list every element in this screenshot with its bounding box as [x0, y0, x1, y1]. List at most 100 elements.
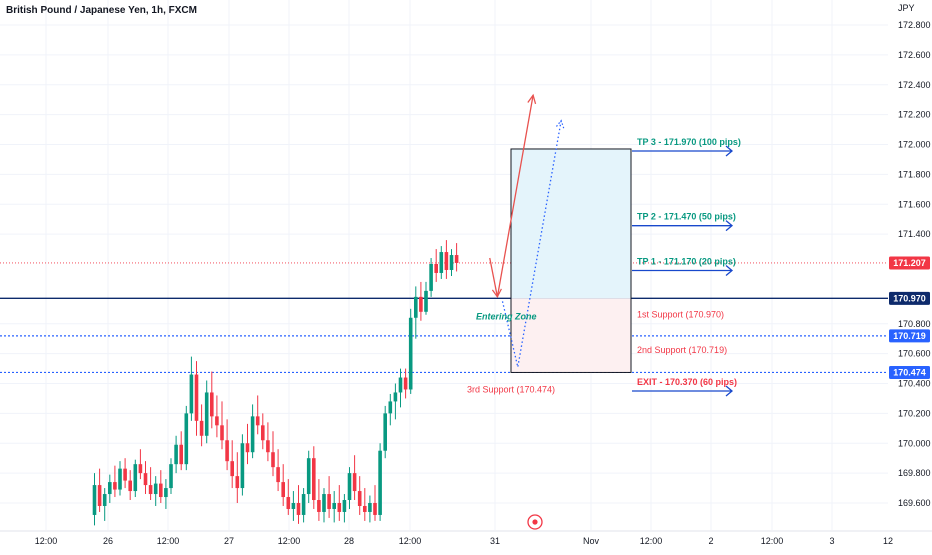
candle [250, 404, 255, 459]
candle-body [424, 290, 428, 312]
x-tick-label: 28 [344, 536, 354, 546]
candle-body [108, 482, 112, 495]
candle-body [378, 450, 382, 515]
candle-body [133, 464, 138, 492]
candle [322, 488, 326, 523]
candle [342, 494, 347, 523]
candle-body [383, 413, 387, 451]
annotation-layer: TP 3 - 171.970 (100 pips) TP 2 - 171.470 … [467, 93, 741, 397]
target-zone[interactable] [511, 148, 631, 299]
x-tick-label: 27 [224, 536, 234, 546]
price-axis-label-bg [889, 256, 930, 270]
candle-body [215, 416, 219, 426]
x-tick-label: 12:00 [640, 536, 663, 546]
candle [199, 404, 204, 447]
candle-body [439, 252, 444, 273]
candle [128, 470, 132, 501]
y-tick-label: 170.000 [898, 438, 931, 448]
candle [414, 286, 418, 339]
symbol-title[interactable]: British Pound / Japanese Yen, 1h, FXCM [6, 5, 197, 16]
candle [301, 488, 306, 523]
candle-body [148, 485, 153, 495]
candle-body [266, 440, 270, 453]
x-tick-label: 3 [829, 536, 834, 546]
y-tick-label: 172.400 [898, 80, 931, 90]
candle [449, 249, 454, 276]
candle [123, 458, 127, 489]
candle [327, 476, 331, 518]
candle-body [347, 473, 352, 501]
price-axis-label-bg [889, 329, 930, 343]
entry-zone[interactable] [511, 298, 631, 373]
exit[interactable]: EXIT - 170.370 (60 pips) [632, 377, 737, 397]
candle [210, 371, 214, 429]
candle-body [250, 416, 255, 453]
x-tick-label: 12:00 [761, 536, 784, 546]
y-tick-label: 170.600 [898, 349, 931, 359]
candle [424, 281, 428, 315]
candle-body [194, 374, 199, 421]
candle-body [408, 317, 413, 390]
currency-label: JPY [898, 3, 915, 13]
candle [439, 246, 444, 279]
candle [408, 308, 413, 394]
candle [204, 380, 209, 444]
candle [317, 479, 321, 521]
candle [429, 258, 433, 297]
x-tick-label: 12:00 [278, 536, 301, 546]
target-icon-dot [532, 519, 538, 525]
candle-body [113, 482, 117, 490]
candle-body [327, 494, 331, 509]
tp3[interactable]: TP 3 - 171.970 (100 pips) [632, 137, 741, 157]
candle [271, 431, 275, 477]
y-tick-label: 169.800 [898, 468, 931, 478]
candle [261, 413, 265, 450]
candle [363, 488, 367, 521]
candle [245, 423, 250, 465]
support2-label: 2nd Support (170.719) [637, 345, 727, 355]
x-tick-label: 2 [708, 536, 713, 546]
candle-body [240, 443, 245, 489]
candle [403, 368, 408, 399]
candle [357, 476, 362, 515]
price-axis-label: 171.207 [889, 256, 930, 270]
target-icon[interactable] [527, 514, 543, 530]
x-tick-label: 12 [883, 536, 893, 546]
tp2-label: TP 2 - 171.470 (50 pips) [637, 212, 736, 222]
candle-body [301, 494, 306, 515]
y-tick-label: 172.000 [898, 140, 931, 150]
position-box[interactable] [510, 148, 632, 373]
exit-arrow-head [725, 385, 734, 397]
candle [383, 405, 387, 459]
candle-body [306, 458, 311, 495]
candle [286, 479, 291, 515]
candle-body [255, 416, 260, 426]
candle-body [414, 296, 418, 318]
price-axis-label: 170.719 [889, 329, 930, 343]
tp1-arrow-head [725, 264, 734, 276]
candle-body [225, 440, 229, 462]
candle-body [271, 452, 275, 468]
candle-body [398, 377, 403, 393]
y-tick-label: 172.800 [898, 20, 931, 30]
candle [169, 458, 173, 495]
candle [255, 395, 260, 435]
candle-body [261, 425, 265, 441]
tp2[interactable]: TP 2 - 171.470 (50 pips) [632, 212, 736, 232]
tp3-arrow-head [725, 145, 734, 157]
candle [174, 435, 178, 474]
candle-body [184, 413, 189, 465]
candle [296, 485, 301, 524]
y-tick-label: 171.800 [898, 169, 931, 179]
candle-body [92, 485, 97, 515]
candle-body [159, 483, 163, 498]
candle [276, 449, 280, 492]
candle [133, 459, 138, 498]
projection-arrowhead-red [527, 93, 537, 105]
position-box-frame[interactable] [510, 148, 632, 373]
candle-body [204, 392, 209, 436]
tp1[interactable]: TP 1 - 171.170 (20 pips) [632, 256, 736, 276]
candle [102, 488, 107, 521]
